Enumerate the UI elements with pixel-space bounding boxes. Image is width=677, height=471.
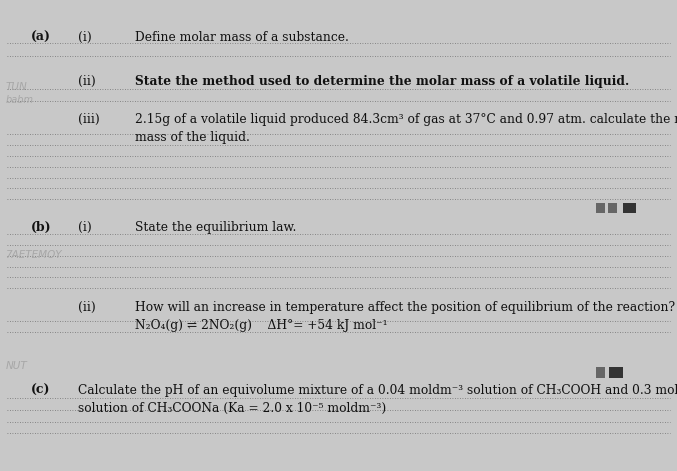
Text: TUN: TUN — [5, 82, 27, 92]
FancyBboxPatch shape — [596, 367, 605, 378]
Text: (b): (b) — [30, 221, 51, 235]
Text: Define molar mass of a substance.: Define molar mass of a substance. — [135, 31, 349, 44]
FancyBboxPatch shape — [623, 203, 636, 213]
Text: Calculate the pH of an equivolume mixture of a 0.04 moldm⁻³ solution of CH₃COOH : Calculate the pH of an equivolume mixtur… — [78, 384, 677, 415]
Text: (c): (c) — [30, 384, 50, 397]
Text: State the method used to determine the molar mass of a volatile liquid.: State the method used to determine the m… — [135, 75, 630, 89]
Text: (iii): (iii) — [78, 113, 100, 126]
FancyBboxPatch shape — [608, 203, 617, 213]
Text: babm: babm — [5, 95, 33, 105]
Text: (i): (i) — [78, 221, 91, 235]
Text: NUT: NUT — [5, 361, 27, 371]
Text: (a): (a) — [30, 31, 51, 44]
FancyBboxPatch shape — [596, 203, 605, 213]
Text: (ii): (ii) — [78, 301, 95, 315]
Text: (i): (i) — [78, 31, 91, 44]
Text: How will an increase in temperature affect the position of equilibrium of the re: How will an increase in temperature affe… — [135, 301, 676, 333]
Text: 2.15g of a volatile liquid produced 84.3cm³ of gas at 37°C and 0.97 atm. calcula: 2.15g of a volatile liquid produced 84.3… — [135, 113, 677, 144]
Text: 7AETEMOY: 7AETEMOY — [5, 250, 62, 260]
Text: State the equilibrium law.: State the equilibrium law. — [135, 221, 297, 235]
FancyBboxPatch shape — [609, 367, 623, 378]
Text: (ii): (ii) — [78, 75, 95, 89]
